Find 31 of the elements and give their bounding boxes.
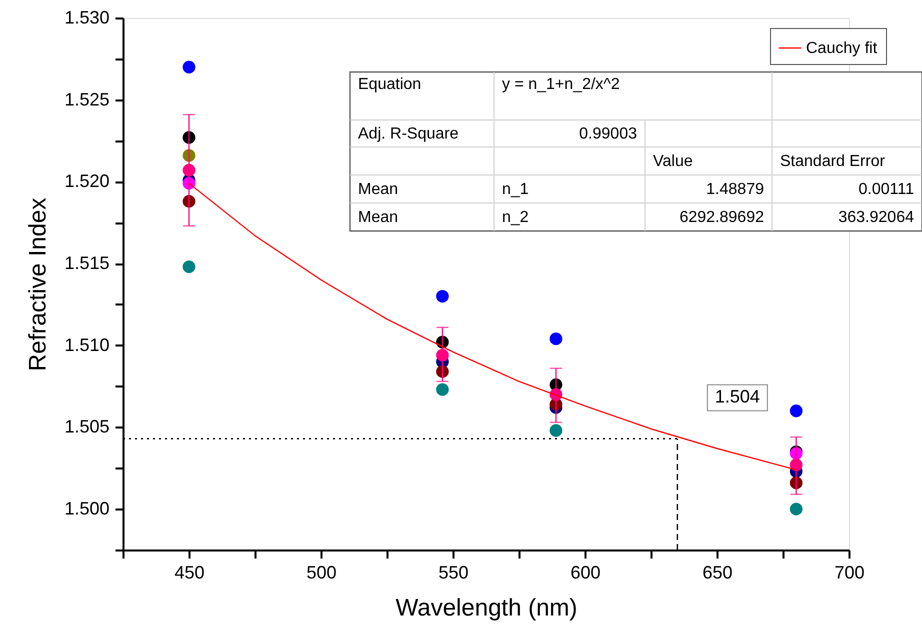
text: 0.00111 [858, 181, 914, 198]
x-tick-label: 650 [702, 562, 733, 582]
y-tick-label: 1.525 [64, 89, 110, 110]
annotation: n_2 [502, 209, 529, 226]
y-axis-title: Refractive Index [24, 198, 52, 372]
x-tick-label: 700 [834, 562, 865, 582]
y-tick-label: 1.510 [64, 334, 110, 355]
annotation: Value [653, 153, 693, 170]
annotation: Equation [358, 76, 422, 93]
y-tick-label: 1.530 [64, 8, 110, 28]
x-tick-label: 500 [306, 562, 337, 582]
annotation: 363.92064 [838, 209, 914, 226]
annotation: Mean [358, 181, 398, 198]
legend-label: Cauchy fit [806, 40, 878, 57]
annotation: Mean [358, 209, 398, 226]
annotation: Standard Error [780, 153, 886, 170]
y-tick-label: 1.515 [64, 253, 110, 274]
annotation: n_1 [502, 181, 529, 198]
y-tick-label: 1.505 [64, 416, 110, 437]
annotation: 6292.89692 [679, 209, 764, 226]
y-tick-label: 1.500 [64, 498, 110, 519]
annotation: 0.99003 [579, 126, 638, 142]
x-tick-label: 450 [174, 562, 205, 582]
y-tick-label: 1.520 [64, 171, 110, 192]
x-tick-label: 550 [438, 562, 469, 582]
annotation: y = n_1+n_2/x^2 [502, 76, 620, 93]
annotation: 1.48879 [706, 181, 764, 198]
x-tick-label: 600 [570, 562, 601, 582]
x-axis-title: Wavelength (nm) [396, 594, 578, 622]
annotation: 1.504 [714, 386, 760, 407]
annotation: Adj. R-Square [358, 126, 459, 142]
